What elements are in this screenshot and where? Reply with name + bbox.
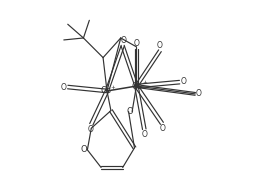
Text: O: O (120, 36, 126, 45)
Text: O: O (196, 89, 202, 98)
Text: O: O (126, 107, 133, 116)
Text: Os: Os (132, 82, 143, 91)
Text: O: O (134, 39, 139, 48)
Text: O: O (142, 130, 148, 139)
Text: O: O (87, 125, 93, 134)
Text: O: O (81, 145, 87, 154)
Text: O: O (160, 124, 166, 133)
Text: Os: Os (100, 87, 112, 95)
Text: O: O (180, 77, 186, 86)
Text: O: O (157, 41, 163, 50)
Text: O: O (61, 83, 67, 91)
Text: +: + (142, 80, 147, 85)
Text: +: + (110, 85, 115, 90)
